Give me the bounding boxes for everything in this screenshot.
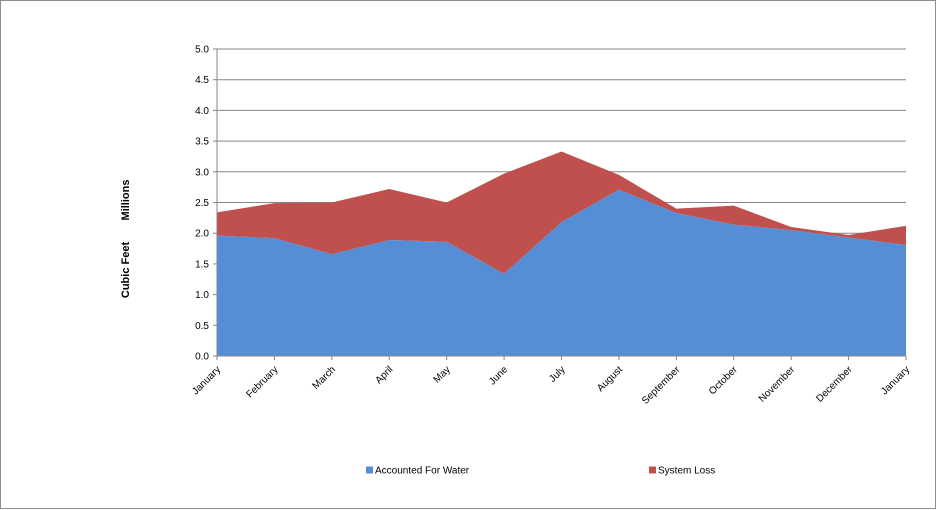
legend-label: System Loss (658, 466, 715, 477)
x-tick-label: November (757, 364, 798, 405)
y-tick-label: 0.0 (195, 352, 209, 363)
legend-label: Accounted For Water (375, 466, 470, 477)
y-tick-label: 1.0 (195, 290, 209, 301)
x-tick-label: August (595, 364, 625, 394)
legend-swatch (649, 466, 656, 474)
y-tick-label: 0.5 (195, 321, 209, 332)
y-tick-label: 3.0 (195, 167, 209, 178)
x-tick-label: January (190, 364, 223, 397)
x-tick-label: December (814, 364, 855, 405)
legend: Accounted For Water System Loss (366, 466, 715, 477)
x-tick-label: July (547, 364, 567, 384)
x-tick-label: May (432, 364, 453, 385)
y-tick-label: 2.0 (195, 229, 209, 240)
y-tick-label: 4.5 (195, 75, 209, 86)
x-tick-label: October (707, 364, 740, 397)
area-series-2 (217, 151, 906, 274)
x-tick-labels: January February March April May June July Augu… (190, 364, 912, 407)
x-tick-label: September (640, 364, 683, 407)
y-axis-unit-label: Millions (120, 180, 132, 221)
y-tick-label: 2.5 (195, 198, 209, 209)
x-tick-label: June (487, 364, 510, 387)
legend-swatch (366, 466, 373, 474)
y-tick-label: 5.0 (195, 45, 209, 56)
x-tick-label: March (311, 364, 338, 391)
y-tick-labels: 0.0 0.5 1.0 1.5 2.0 2.5 3.0 3.5 4.0 4.5 5.0 (195, 45, 209, 363)
y-axis-title: Cubic Feet (120, 242, 132, 299)
x-tick-label: April (373, 364, 395, 386)
x-tick-label: February (244, 364, 280, 400)
x-tick-label: January (879, 364, 912, 397)
axes (213, 48, 907, 360)
y-tick-label: 3.5 (195, 137, 209, 148)
area-series-1 (217, 189, 906, 356)
y-tick-label: 1.5 (195, 259, 209, 270)
plot-areas (217, 151, 906, 356)
y-tick-label: 4.0 (195, 106, 209, 117)
